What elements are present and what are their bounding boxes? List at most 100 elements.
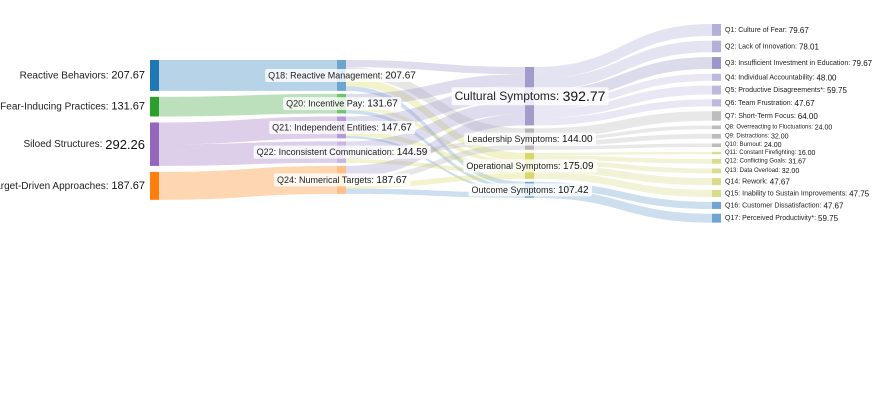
node-value-rb: 207.67 xyxy=(111,69,145,81)
node-q7[interactable] xyxy=(712,111,721,121)
node-value-q1: 79.67 xyxy=(789,25,810,34)
link-cs-q1[interactable] xyxy=(534,24,712,79)
node-label-q16: Q16: Customer Dissatisfaction: 47.67 xyxy=(725,201,844,210)
node-value-q11: 16.00 xyxy=(798,150,816,157)
node-fip[interactable] xyxy=(150,96,159,117)
node-q8[interactable] xyxy=(712,125,721,130)
node-value-fip: 131.67 xyxy=(111,101,145,113)
node-q16[interactable] xyxy=(712,201,721,209)
node-name-q1: Q1: Culture of Fear: xyxy=(725,26,789,33)
node-q12[interactable] xyxy=(712,158,721,164)
node-label-q17: Q17: Perceived Productivity*: 59.75 xyxy=(725,214,839,223)
label-bg-q24 xyxy=(274,173,411,187)
sankey-labels: Reactive Behaviors: 207.67 Fear-Inducing … xyxy=(0,25,873,222)
node-label-q1: Q1: Culture of Fear: 79.67 xyxy=(725,25,809,34)
node-q11[interactable] xyxy=(712,151,721,155)
node-q2[interactable] xyxy=(712,40,721,53)
node-name-q8: Q8: Overreacting to Fluctuations: xyxy=(725,124,815,130)
svg-text:Q22: Inconsistent Communicatio: Q22: Inconsistent Communication: 144.59 xyxy=(257,147,428,158)
svg-text:Fear-Inducing Practices: 131.6: Fear-Inducing Practices: 131.67 xyxy=(0,101,145,113)
link-os-q11[interactable] xyxy=(534,151,712,156)
svg-text:Q4: Individual Accountability:: Q4: Individual Accountability: 48.00 xyxy=(725,73,837,82)
node-value-q5: 59.75 xyxy=(827,86,848,95)
node-rb[interactable] xyxy=(150,60,159,91)
node-name-outs: Outcome Symptoms: xyxy=(471,185,558,195)
node-value-q13: 32.00 xyxy=(782,167,800,174)
node-name-q13: Q13: Data Overload: xyxy=(725,168,782,174)
node-label-q13: Q13: Data Overload: 32.00 xyxy=(725,167,799,174)
svg-text:Q11: Constant Firefighting: 16: Q11: Constant Firefighting: 16.00 xyxy=(725,150,816,157)
link-outs-q17[interactable] xyxy=(534,188,712,223)
link-q18-os[interactable] xyxy=(346,77,525,162)
node-name-fip: Fear-Inducing Practices: xyxy=(0,101,111,112)
svg-text:Q9: Distractions: 32.00: Q9: Distractions: 32.00 xyxy=(725,133,789,140)
node-q10[interactable] xyxy=(712,143,721,148)
node-q6[interactable] xyxy=(712,99,721,107)
node-name-q18: Q18: Reactive Management: xyxy=(268,70,385,80)
link-q21-os[interactable] xyxy=(346,131,525,170)
node-name-q22: Q22: Inconsistent Communication: xyxy=(257,147,397,157)
svg-text:Q2: Lack of Innovation: 78.01: Q2: Lack of Innovation: 78.01 xyxy=(725,42,820,51)
node-name-q2: Q2: Lack of Innovation: xyxy=(725,43,799,50)
link-rb-q18[interactable] xyxy=(159,60,337,91)
link-q24-cs[interactable] xyxy=(346,113,525,178)
link-os-q15[interactable] xyxy=(534,171,712,198)
node-name-os: Operational Symptoms: xyxy=(466,161,563,171)
link-ls-q10[interactable] xyxy=(534,143,712,150)
sankey-links xyxy=(159,24,712,223)
node-label-q10: Q10: Burnout: 24.00 xyxy=(725,142,782,149)
node-q9[interactable] xyxy=(712,133,721,139)
node-value-tda: 187.67 xyxy=(111,180,145,192)
link-q18-outs[interactable] xyxy=(346,86,525,187)
node-value-q24: 187.67 xyxy=(376,174,407,185)
link-cs-q2[interactable] xyxy=(534,40,712,91)
node-name-cs: Cultural Symptoms: xyxy=(455,89,563,103)
link-os-q12[interactable] xyxy=(534,155,712,164)
svg-text:Q17: Perceived Productivity*:: Q17: Perceived Productivity*: 59.75 xyxy=(725,214,839,223)
node-label-rb: Reactive Behaviors: 207.67 xyxy=(20,69,145,81)
link-q20-os[interactable] xyxy=(346,105,525,166)
node-label-ss: Siloed Structures: 292.26 xyxy=(24,137,145,152)
node-name-q11: Q11: Constant Firefighting: xyxy=(725,150,798,156)
node-q13[interactable] xyxy=(712,168,721,174)
link-cs-q6[interactable] xyxy=(534,99,712,126)
node-value-q21: 147.67 xyxy=(381,122,412,133)
node-name-q16: Q16: Customer Dissatisfaction: xyxy=(725,202,823,209)
node-value-outs: 107.42 xyxy=(558,184,589,195)
node-name-rb: Reactive Behaviors: xyxy=(20,70,112,81)
node-q4[interactable] xyxy=(712,73,721,81)
link-q24-ls[interactable] xyxy=(346,143,525,184)
node-q5[interactable] xyxy=(712,85,721,95)
node-q17[interactable] xyxy=(712,213,721,223)
link-ls-q7[interactable] xyxy=(534,111,712,138)
node-q15[interactable] xyxy=(712,189,721,198)
node-label-q2: Q2: Lack of Innovation: 78.01 xyxy=(725,42,820,51)
link-q22-cs[interactable] xyxy=(346,100,525,155)
node-value-q18: 207.67 xyxy=(385,70,416,81)
svg-text:Q3: Insufficient Investment in: Q3: Insufficient Investment in Education… xyxy=(725,58,873,67)
node-value-q6: 47.67 xyxy=(795,98,816,107)
node-label-q9: Q9: Distractions: 32.00 xyxy=(725,133,789,140)
node-value-q2: 78.01 xyxy=(799,42,820,51)
link-q18-ls[interactable] xyxy=(346,67,525,140)
svg-text:Outcome Symptoms: 107.42: Outcome Symptoms: 107.42 xyxy=(471,184,589,195)
link-cs-q5[interactable] xyxy=(534,85,712,119)
link-q18-cs[interactable] xyxy=(346,60,525,75)
node-name-q24: Q24: Numerical Targets: xyxy=(277,175,376,185)
node-tda[interactable] xyxy=(150,171,159,200)
node-value-q16: 47.67 xyxy=(823,201,844,210)
node-q14[interactable] xyxy=(712,178,721,186)
node-value-q8: 24.00 xyxy=(815,124,833,131)
node-name-q14: Q14: Rework: xyxy=(725,178,770,185)
node-label-q21: Q21: Independent Entities: 147.67 xyxy=(269,120,416,134)
svg-text:Q1: Culture of Fear: 79.67: Q1: Culture of Fear: 79.67 xyxy=(725,25,809,34)
link-q21-outs[interactable] xyxy=(346,136,525,193)
node-q3[interactable] xyxy=(712,57,721,69)
label-bg-ls xyxy=(464,132,597,146)
node-ss[interactable] xyxy=(150,122,159,166)
node-q1[interactable] xyxy=(712,24,721,36)
svg-text:Siloed Structures: 292.26: Siloed Structures: 292.26 xyxy=(24,137,145,152)
svg-text:Q5: Productive Disagreements*:: Q5: Productive Disagreements*: 59.75 xyxy=(725,86,848,95)
link-q20-outs[interactable] xyxy=(346,109,525,191)
